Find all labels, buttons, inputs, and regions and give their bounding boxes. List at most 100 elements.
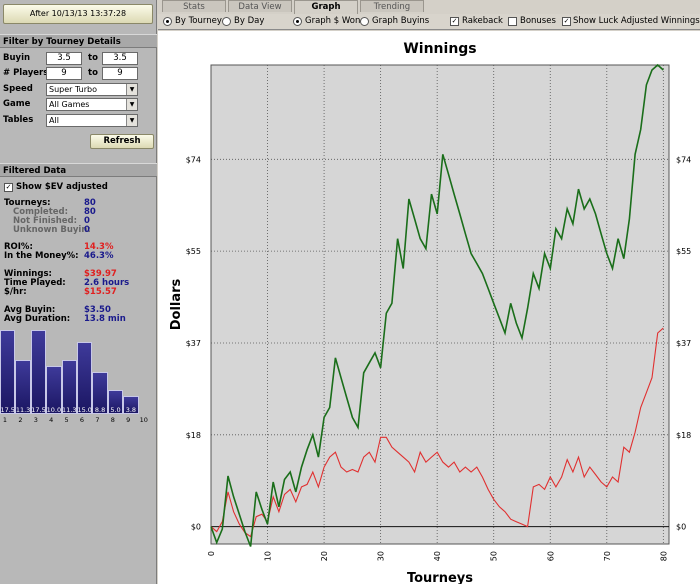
- histogram-index-label: 5: [64, 416, 69, 424]
- roi-label: ROI%:: [4, 242, 33, 252]
- game-select[interactable]: All Games ▼: [46, 98, 138, 111]
- tables-value: All: [49, 116, 59, 125]
- histogram-index-label: 9: [126, 416, 131, 424]
- histogram-bar: [107, 390, 124, 414]
- chevron-down-icon: ▼: [126, 84, 137, 95]
- y-tick-label-right: $18: [676, 431, 691, 440]
- histogram-bar-label: 17.5: [31, 406, 46, 414]
- players-label: # Players: [3, 68, 49, 78]
- speed-value: Super Turbo: [49, 85, 97, 94]
- x-tick-label: 70: [603, 551, 612, 561]
- winnings-chart: Winnings 0 10 20 30 40 50 60 70 80 $0 $0 $18 $18 $37 $3…: [158, 31, 700, 584]
- itm-label: In the Money%:: [4, 251, 79, 261]
- luck-adjusted-checkbox[interactable]: ✓: [562, 17, 571, 26]
- x-axis-label: Tourneys: [407, 571, 473, 584]
- histogram-bar: [92, 371, 108, 414]
- filter-panel: After 10/13/13 13:37:28 Filter by Tourne…: [0, 0, 157, 584]
- y-tick-label-right: $55: [676, 247, 691, 256]
- x-tick-label: 0: [207, 551, 216, 556]
- winnings-label: Winnings:: [4, 269, 52, 279]
- y-tick-label-right: $74: [676, 155, 691, 164]
- histogram-bar: [15, 359, 31, 414]
- time-played-value: 2.6 hours: [84, 278, 130, 288]
- y-tick-label-right: $0: [676, 523, 686, 532]
- winnings-value: $39.97: [84, 269, 117, 279]
- histogram-index-label: 1: [2, 416, 8, 424]
- tab-trending[interactable]: Trending: [360, 0, 424, 12]
- tables-select[interactable]: All ▼: [46, 114, 138, 127]
- date-range-button[interactable]: After 10/13/13 13:37:28: [3, 4, 153, 24]
- x-tick-label: 80: [659, 551, 668, 561]
- y-tick-label-left: $74: [186, 155, 201, 164]
- dollars-per-hour-value: $15.57: [84, 287, 117, 297]
- bonuses-checkbox[interactable]: [508, 17, 517, 26]
- avg-duration-value: 13.8 min: [84, 314, 126, 324]
- chevron-down-icon: ▼: [126, 115, 137, 126]
- players-to-input[interactable]: 9: [102, 67, 138, 80]
- x-tick-label: 20: [320, 551, 329, 561]
- histogram-index-label: 3: [33, 416, 38, 424]
- tab-data-view[interactable]: Data View: [228, 0, 292, 12]
- completed-value: 80: [84, 207, 96, 217]
- y-tick-label-right: $37: [676, 339, 691, 348]
- histogram-bar-label: 3.8: [125, 406, 137, 414]
- histogram-bar: [30, 330, 47, 414]
- x-tick-label: 10: [264, 551, 273, 561]
- finish-position-histogram: 17.5 11.3 17.5 10.0 11.3 15.0 8.8 5.0 3.8 1 2 3 4 5 6 7…: [0, 324, 157, 424]
- speed-select[interactable]: Super Turbo ▼: [46, 83, 138, 96]
- filter-section-title: Filter by Tourney Details: [0, 34, 157, 48]
- completed-label: Completed:: [13, 207, 69, 217]
- x-tick-label: 30: [377, 551, 386, 561]
- buyin-from-input[interactable]: 3.5: [46, 52, 82, 65]
- graph-buyins-label: Graph Buyins: [372, 16, 430, 26]
- y-tick-label-left: $0: [191, 523, 201, 532]
- rakeback-checkbox[interactable]: ✓: [450, 17, 459, 26]
- speed-label: Speed: [3, 84, 33, 94]
- tables-label: Tables: [3, 115, 34, 125]
- histogram-bar-label: 5.0: [110, 406, 121, 414]
- histogram-index-label: 7: [95, 416, 100, 424]
- y-tick-label-left: $55: [186, 247, 201, 256]
- game-label: Game: [3, 99, 31, 109]
- players-from-input[interactable]: 9: [46, 67, 82, 80]
- tab-stats[interactable]: Stats: [162, 0, 226, 12]
- histogram-bar-label: 10.0: [46, 406, 62, 414]
- by-tourney-radio[interactable]: [163, 17, 172, 26]
- rakeback-label: Rakeback: [462, 16, 503, 26]
- unknown-buyin-label: Unknown Buyin:: [13, 225, 91, 235]
- plot-area: [210, 64, 670, 545]
- histogram-index-label: 10: [139, 416, 148, 424]
- tab-graph[interactable]: Graph: [294, 0, 358, 14]
- y-axis-label: Dollars: [169, 278, 184, 330]
- histogram-bar-label: 8.8: [94, 406, 106, 414]
- avg-duration-label: Avg Duration:: [4, 314, 71, 324]
- roi-value: 14.3%: [84, 242, 114, 252]
- buyin-label: Buyin: [3, 53, 31, 63]
- players-to-label: to: [88, 68, 98, 78]
- histogram-index-label: 6: [79, 416, 85, 424]
- bonuses-label: Bonuses: [520, 16, 556, 26]
- show-ev-label: Show $EV adjusted: [16, 182, 108, 192]
- graph-buyins-radio[interactable]: [360, 17, 369, 26]
- histogram-bar-label: 11.3: [62, 406, 77, 414]
- avg-buyin-value: $3.50: [84, 305, 111, 315]
- buyin-to-input[interactable]: 3.5: [102, 52, 138, 65]
- not-finished-label: Not Finished:: [13, 216, 78, 226]
- histogram-index-label: 8: [110, 416, 115, 424]
- luck-adjusted-label: Show Luck Adjusted Winnings: [573, 16, 700, 26]
- graph-won-radio[interactable]: [293, 17, 302, 26]
- filtered-section-title: Filtered Data: [0, 163, 157, 177]
- graph-won-label: Graph $ Won: [305, 16, 361, 26]
- show-ev-checkbox[interactable]: ✓: [4, 183, 13, 192]
- chart-title: Winnings: [403, 41, 476, 57]
- histogram-index-label: 4: [49, 416, 54, 424]
- buyin-to-label: to: [88, 53, 98, 63]
- histogram-bar: [123, 395, 139, 414]
- histogram-bar-label: 17.5: [0, 406, 15, 414]
- x-tick-label: 50: [490, 551, 499, 561]
- histogram-bar: [46, 366, 62, 414]
- winnings-series-line: [210, 63, 664, 547]
- by-day-radio[interactable]: [222, 17, 231, 26]
- refresh-button[interactable]: Refresh: [90, 134, 154, 149]
- histogram-bar: [77, 342, 93, 414]
